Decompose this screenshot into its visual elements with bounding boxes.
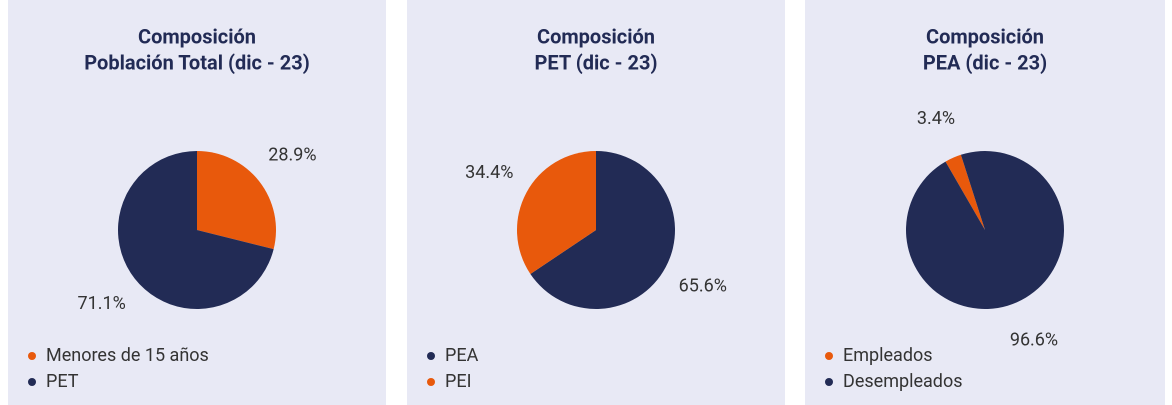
legend-marker — [825, 352, 833, 360]
legend-marker — [825, 378, 833, 386]
legend-marker — [28, 352, 36, 360]
pie-slice — [906, 150, 1065, 309]
legend-label: PEA — [445, 345, 479, 366]
value-label: 65.6% — [679, 276, 727, 297]
chart-title: Composición — [537, 24, 655, 48]
value-label: 34.4% — [465, 162, 513, 183]
legend-marker — [28, 378, 36, 386]
pie-slice — [530, 151, 675, 310]
chart-title: PET (dic - 23) — [535, 50, 658, 74]
pie-slice — [118, 151, 274, 309]
legend-label: Desempleados — [843, 371, 963, 392]
legend-label: Menores de 15 años — [46, 345, 209, 366]
legend-label: PET — [46, 371, 79, 392]
pie-slice — [197, 151, 277, 250]
chart-title: Población Total (dic - 23) — [84, 50, 309, 74]
value-label: 96.6% — [1010, 329, 1058, 350]
legend-label: PEI — [445, 371, 471, 392]
chart-title: PEA (dic - 23) — [923, 50, 1047, 74]
legend-marker — [427, 378, 435, 386]
chart-title: Composición — [138, 24, 256, 48]
value-label: 71.1% — [77, 293, 125, 314]
pie-slice — [945, 154, 985, 230]
legend-label: Empleados — [843, 345, 933, 366]
chart-title: Composición — [926, 24, 1044, 48]
value-label: 28.9% — [268, 144, 316, 165]
legend-marker — [427, 352, 435, 360]
pie-slice — [517, 151, 596, 274]
value-label: 3.4% — [917, 108, 955, 129]
